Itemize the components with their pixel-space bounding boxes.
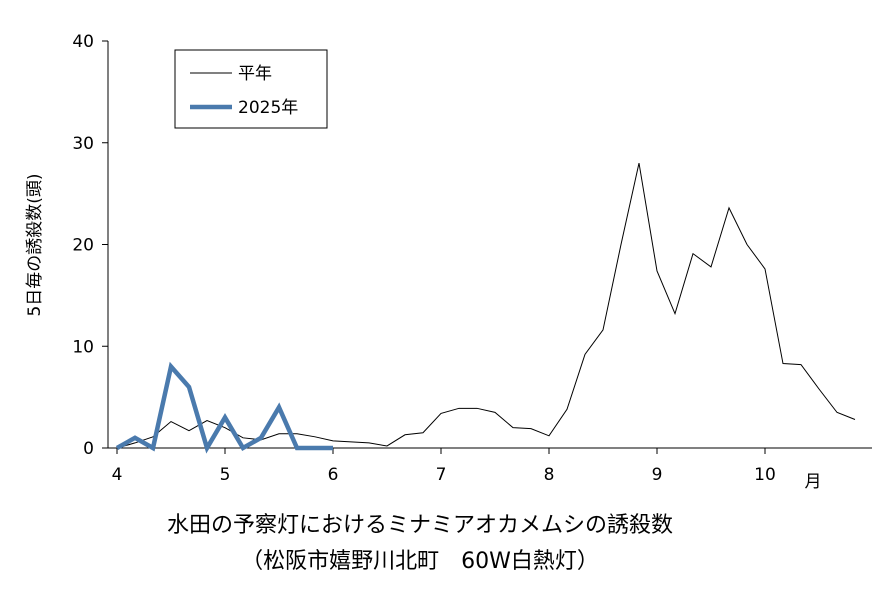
y-tick-label: 20 [72,236,94,256]
y-tick-label: 10 [72,337,94,357]
y-tick-label: 40 [72,32,94,52]
chart-subtitle: （松阪市嬉野川北町 60W白熱灯） [241,549,599,574]
y-tick-label: 0 [83,439,94,459]
chart-title: 水田の予察灯におけるミナミアオカメムシの誘殺数 [167,513,673,538]
y-tick-label: 30 [72,134,94,154]
x-tick-label: 7 [436,465,447,485]
x-axis-label: 月 [805,472,822,492]
x-tick-label: 5 [220,465,231,485]
legend-box [174,49,328,129]
series-line [116,162,856,449]
x-tick-label: 10 [754,465,776,485]
series-line [115,361,333,454]
x-tick-label: 4 [112,465,123,485]
legend-label: 2025年 [238,98,298,118]
x-tick-label: 6 [328,465,339,485]
legend-label: 平年 [238,64,272,84]
x-tick-label: 8 [544,465,555,485]
x-tick-label: 9 [652,465,663,485]
y-axis-label: 5日毎の誘殺数(頭) [25,173,45,316]
